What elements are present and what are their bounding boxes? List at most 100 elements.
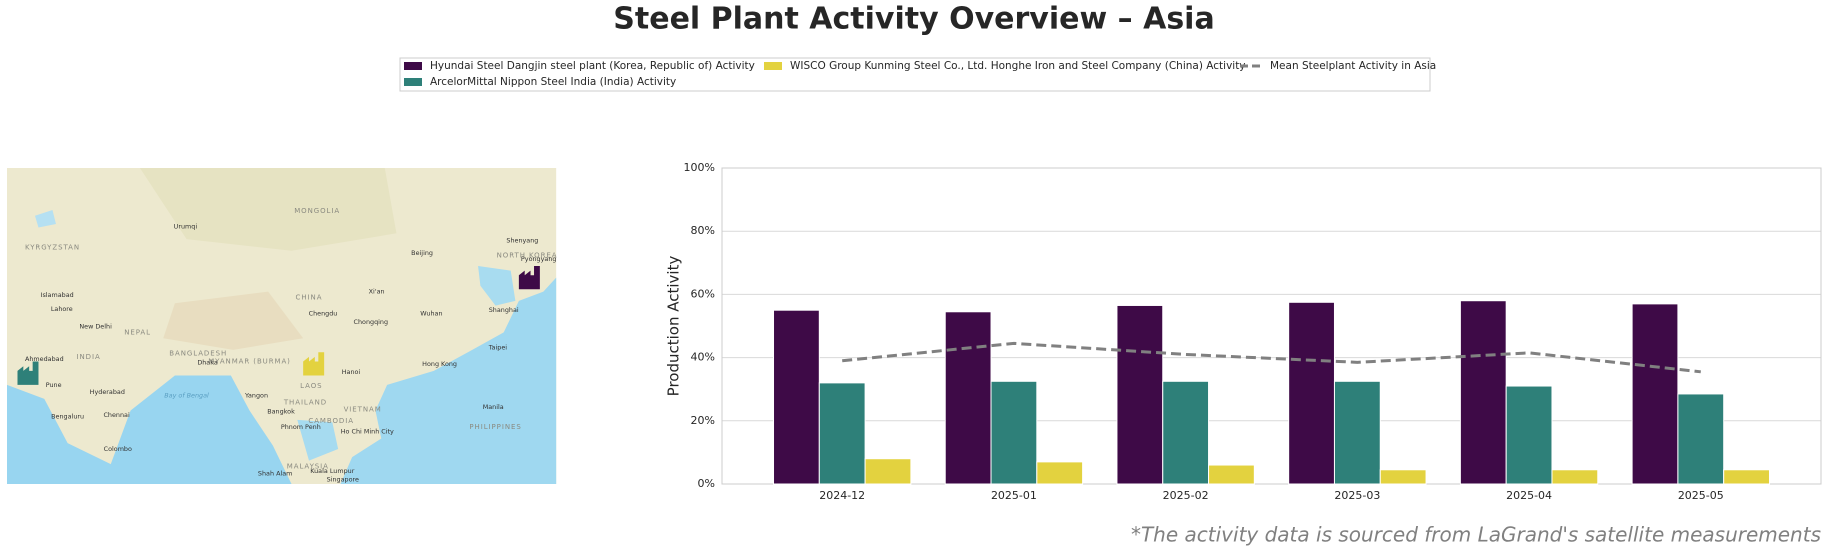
map-label: Colombo [104, 445, 132, 453]
bar [1208, 464, 1255, 485]
map-label: Singapore [327, 475, 359, 483]
map-label: Phnom Penh [281, 423, 321, 431]
map-label: CAMBODIA [308, 417, 354, 425]
plant-icon [518, 265, 540, 290]
bar [944, 311, 992, 485]
map-label: Urumqi [174, 222, 198, 230]
legend-label: Hyundai Steel Dangjin steel plant (Korea… [430, 60, 755, 72]
footnote: *The activity data is sourced from LaGra… [1131, 523, 1821, 547]
bar [1677, 393, 1725, 485]
bar [1162, 380, 1210, 485]
map-label: Xi'an [369, 288, 385, 296]
y-axis-label: Production Activity [665, 256, 683, 397]
bar [1551, 469, 1599, 485]
chart-title: Steel Plant Activity Overview – Asia [613, 2, 1214, 37]
map-label: MYANMAR (BURMA) [208, 358, 291, 366]
legend-label: ArcelorMittal Nippon Steel India (India)… [430, 76, 676, 88]
sea [7, 375, 292, 484]
bar [864, 458, 912, 485]
map-label: Lahore [51, 305, 73, 313]
map-label: INDIA [77, 353, 101, 361]
map-label: Chengdu [309, 310, 338, 318]
sea [340, 277, 557, 484]
map-label: Bangkok [267, 408, 295, 416]
map-label: MONGOLIA [294, 207, 340, 215]
bar [773, 309, 820, 485]
map-label: Yangon [244, 391, 268, 399]
map-label: Ahmedabad [25, 355, 64, 363]
bar [1333, 380, 1381, 485]
legend-box [399, 57, 1431, 92]
legend-swatch [404, 62, 422, 70]
map-label: Chongqing [354, 318, 389, 326]
y-tick-label: 0% [698, 477, 715, 490]
x-tick-label: 2025-02 [1163, 489, 1209, 502]
y-tick-label: 100% [684, 161, 715, 174]
map-label: NEPAL [124, 328, 151, 336]
map-label: Dhaka [197, 359, 218, 367]
map-label: Shenyang [506, 236, 538, 244]
legend-swatch [404, 78, 422, 86]
map-label: KYRGYZSTAN [25, 243, 80, 251]
bar [1631, 303, 1679, 485]
map: MONGOLIA CHINA Beijing Shenyang Urumqi Xi'an C… [7, 168, 557, 484]
mean-line [842, 341, 1701, 374]
bar [1379, 469, 1427, 485]
bar [1723, 469, 1770, 485]
legend-swatch [764, 62, 782, 70]
map-label: Bengaluru [51, 412, 84, 420]
land-relief [139, 168, 397, 251]
bar [1288, 301, 1335, 485]
legend-label: Mean Steelplant Activity in Asia [1270, 60, 1436, 72]
bar [818, 382, 866, 485]
map-label: New Delhi [79, 323, 112, 331]
map-label: Shah Alam [258, 469, 292, 477]
map-label: Pune [46, 381, 62, 389]
sea [297, 419, 339, 461]
x-tick-label: 2025-05 [1678, 489, 1724, 502]
map-label: Manila [483, 403, 504, 411]
plant-icon [303, 352, 325, 376]
lake [34, 209, 56, 228]
map-label: CHINA [296, 293, 323, 301]
map-label: Taipei [488, 344, 508, 352]
bar [1116, 304, 1164, 485]
map-label: Ho Chi Minh City [341, 428, 394, 436]
legend-label: WISCO Group Kunming Steel Co., Ltd. Hong… [790, 60, 1246, 72]
y-tick-label: 40% [691, 351, 715, 364]
x-tick-label: 2025-04 [1506, 489, 1552, 502]
map-label: Islamabad [41, 291, 74, 299]
map-label: PHILIPPINES [469, 423, 521, 431]
map-label: LAOS [300, 382, 322, 390]
map-label: Hanoi [342, 368, 361, 376]
map-label: NORTH KOREA [497, 251, 558, 259]
map-label: Hong Kong [422, 360, 457, 368]
y-tick-label: 20% [691, 414, 715, 427]
map-label: Beijing [411, 249, 433, 257]
map-label: MALAYSIA [287, 462, 329, 470]
map-label: Chennai [103, 411, 130, 419]
bar [1505, 385, 1553, 485]
y-tick-label: 80% [691, 224, 715, 237]
map-label: VIETNAM [344, 405, 382, 413]
bar [1036, 461, 1084, 485]
map-label: Bay of Bengal [164, 391, 209, 399]
map-label: Wuhan [420, 310, 442, 318]
map-label: BANGLADESH [169, 349, 227, 357]
map-label: Hyderabad [90, 388, 125, 396]
x-tick-label: 2025-03 [1334, 489, 1380, 502]
x-tick-label: 2024-12 [819, 489, 865, 502]
map-label: THAILAND [283, 398, 327, 406]
bar [1459, 300, 1507, 485]
plot-frame [721, 167, 1822, 485]
x-tick-label: 2025-01 [991, 489, 1037, 502]
y-tick-label: 60% [691, 287, 715, 300]
map-label: Pyongyang [521, 255, 557, 263]
plant-icon [17, 361, 39, 385]
map-label: Kuala Lumpur [310, 467, 354, 475]
sea [478, 265, 516, 306]
land-relief [163, 291, 304, 350]
map-label: Shanghai [489, 306, 519, 314]
